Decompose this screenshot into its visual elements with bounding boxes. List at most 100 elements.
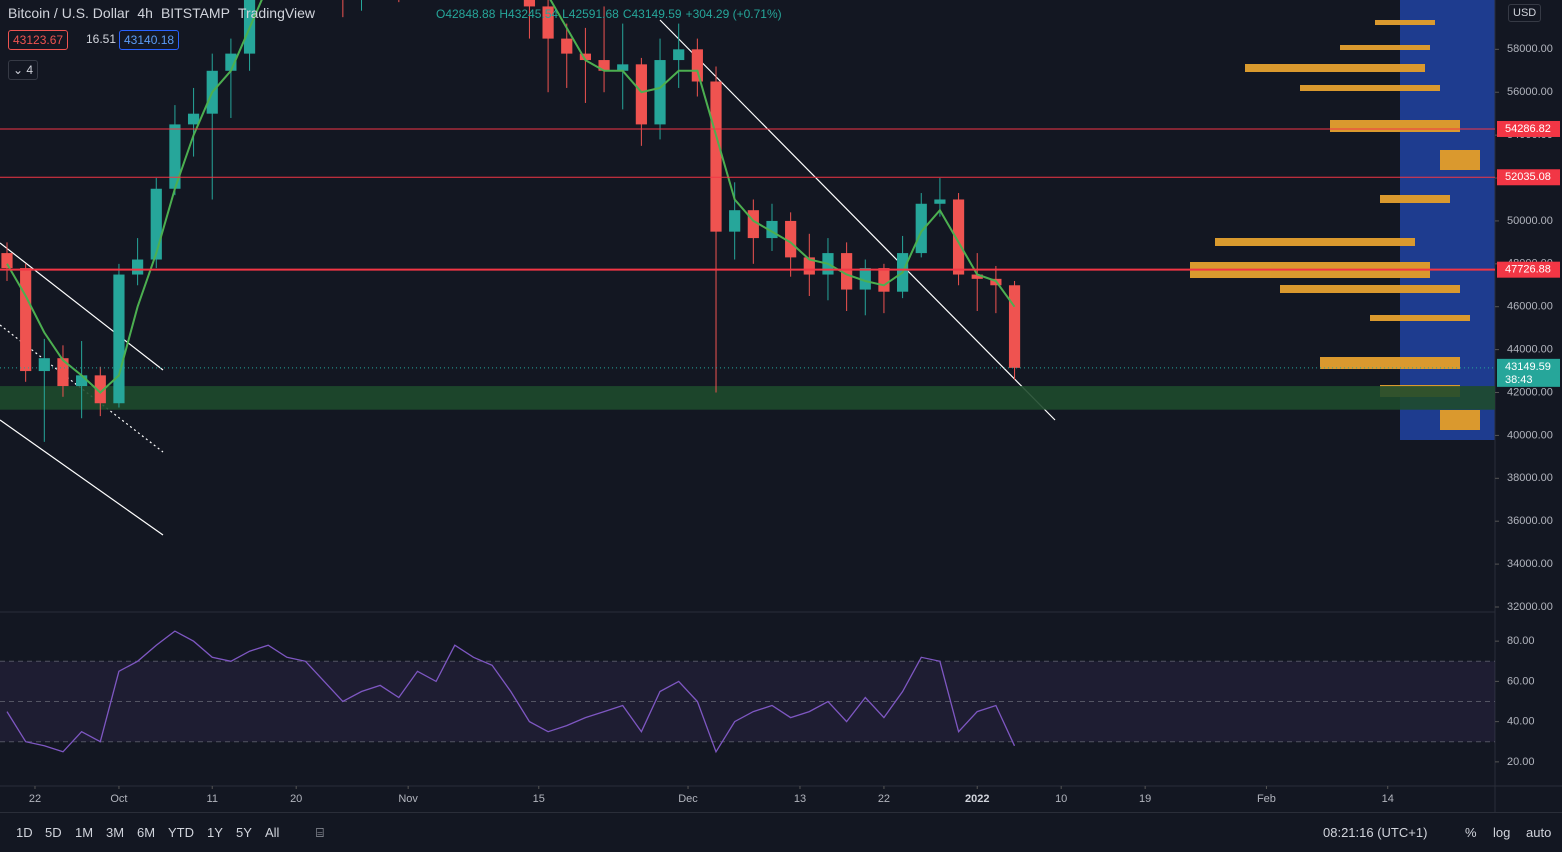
- candle-body: [617, 64, 629, 71]
- y-tick-label: 38000.00: [1507, 472, 1553, 484]
- rsi-tick-label: 40.00: [1507, 716, 1535, 728]
- candle-body: [934, 199, 946, 204]
- ohlc-legend: O42848.88 H43245.54 L42591.68 C43149.59 +304…: [436, 7, 786, 21]
- candle-body: [76, 375, 88, 387]
- range[interactable]: 3M: [106, 825, 125, 840]
- candle-body: [1008, 285, 1021, 368]
- date-range-button[interactable]: ⌸: [316, 825, 324, 840]
- candle-body: [579, 53, 592, 61]
- candle-body: [878, 268, 890, 292]
- candle-body: [187, 113, 200, 125]
- x-tick-label: 22: [878, 793, 890, 805]
- x-tick-label: 19: [1139, 793, 1151, 805]
- candle-body: [859, 268, 871, 290]
- range[interactable]: 5D: [45, 825, 62, 840]
- range[interactable]: All: [265, 825, 280, 840]
- range[interactable]: 1Y: [207, 825, 223, 840]
- candle-body: [169, 124, 181, 189]
- spread: 16.51: [86, 32, 117, 46]
- countdown: 38:43: [1505, 374, 1533, 386]
- candle-body: [225, 53, 237, 71]
- open: O42848.88: [436, 7, 496, 21]
- indicator-count: 4: [26, 63, 34, 77]
- candle-body: [150, 188, 162, 260]
- y-tick-label: 56000.00: [1507, 86, 1553, 98]
- rsi-line: [6, 630, 1016, 754]
- y-tick-label: 42000.00: [1507, 386, 1553, 398]
- range[interactable]: 1M: [75, 825, 94, 840]
- candle-body: [952, 199, 965, 275]
- x-tick-label: 13: [794, 793, 806, 805]
- low: L42591.68: [562, 7, 619, 21]
- candle-body: [523, 0, 536, 7]
- x-tick-label: Dec: [678, 793, 698, 805]
- y-tick-label: 44000.00: [1507, 344, 1553, 356]
- close: C43149.59: [622, 7, 682, 21]
- y-tick-label: 58000.00: [1507, 43, 1553, 55]
- auto-toggle[interactable]: auto: [1526, 825, 1552, 840]
- bottom-toolbar: 1D 5D 1M 3M 6M YTD 1Y 5Y All ⌸ 08:21:16 (UTC+1)%…: [0, 812, 1562, 852]
- symbol-header: Bitcoin / U.S. Dollar 4h BITSTAMP TradingVi…: [8, 5, 323, 21]
- candle-body: [803, 257, 815, 275]
- x-tick-label: 11: [207, 793, 218, 805]
- x-tick-label: Feb: [1257, 793, 1276, 805]
- candle-body: [20, 268, 32, 372]
- change: +304.29 (+0.71%): [685, 7, 782, 21]
- candle-body: [729, 210, 741, 232]
- candle-body: [971, 274, 983, 279]
- x-tick-label: 14: [1382, 793, 1394, 805]
- rsi-tick-label: 60.00: [1507, 675, 1535, 687]
- candle-body: [598, 60, 610, 71]
- currency[interactable]: USD: [1508, 4, 1542, 22]
- range[interactable]: 5Y: [236, 825, 252, 840]
- candle-body: [915, 203, 927, 254]
- source: TradingView: [237, 5, 315, 21]
- y-tick-label: 36000.00: [1507, 515, 1553, 527]
- drawings: [0, 19, 1056, 536]
- range[interactable]: YTD: [168, 825, 194, 840]
- candle-body: [57, 358, 69, 387]
- x-tick-label: 10: [1055, 793, 1067, 805]
- bid[interactable]: 43123.67: [8, 30, 69, 50]
- percent-toggle[interactable]: %: [1465, 825, 1477, 840]
- candle-body: [654, 60, 666, 125]
- candle-body: [542, 6, 554, 39]
- log-toggle[interactable]: log: [1493, 825, 1511, 840]
- x-tick-label: 22: [29, 793, 41, 805]
- candle-body: [747, 210, 759, 239]
- rsi-tick-label: 20.00: [1507, 756, 1535, 768]
- x-tick-label: Oct: [110, 793, 127, 805]
- candle-body: [766, 220, 778, 239]
- x-tick-label: 2022: [965, 793, 989, 805]
- y-tick-label: 40000.00: [1507, 429, 1553, 441]
- range[interactable]: 1D: [16, 825, 33, 840]
- candle-body: [635, 64, 647, 125]
- x-tick-label: 15: [533, 793, 545, 805]
- candle-body: [710, 81, 722, 232]
- level-label-box: [1497, 120, 1560, 137]
- indicator-toggle[interactable]: ⌄ 4: [8, 60, 39, 80]
- exchange: BITSTAMP: [160, 5, 230, 21]
- price-pane: [0, 0, 1495, 442]
- level-label: 52035.08: [1505, 171, 1551, 183]
- symbol: Bitcoin / U.S. Dollar: [8, 5, 130, 21]
- last-price-label: 43149.59: [1505, 361, 1551, 373]
- level-label: 54286.82: [1505, 123, 1551, 135]
- moving-average: [6, 0, 1016, 394]
- candle-body: [785, 220, 797, 258]
- last-price-box: [1497, 358, 1560, 387]
- ask[interactable]: 43140.18: [119, 30, 180, 50]
- level-label-box: [1497, 261, 1560, 278]
- candle-body: [1, 253, 13, 269]
- range[interactable]: 6M: [137, 825, 156, 840]
- y-tick-label: 46000.00: [1507, 301, 1553, 313]
- y-tick-label: 50000.00: [1507, 215, 1553, 227]
- interval[interactable]: 4h: [137, 5, 153, 21]
- volume-profile: [1190, 0, 1495, 440]
- x-tick-label: Nov: [398, 793, 418, 805]
- candle-body: [113, 274, 125, 404]
- y-tick-label: 34000.00: [1507, 558, 1553, 570]
- high: H43245.54: [499, 7, 559, 21]
